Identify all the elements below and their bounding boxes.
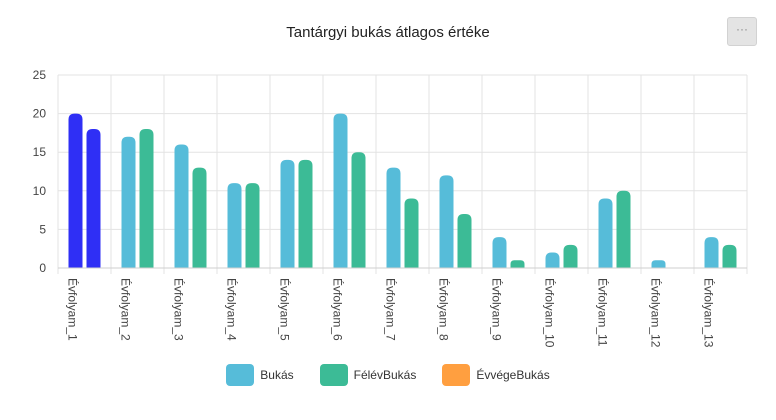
bar-FélévBukás-Évfolyam_7 — [404, 198, 419, 268]
bar-Bukás-Évfolyam_8 — [439, 175, 454, 268]
legend-swatch — [319, 364, 348, 386]
bar-Bukás-Évfolyam_11 — [598, 198, 613, 268]
bar-Bukás-Évfolyam_1 — [68, 113, 83, 268]
legend-item[interactable]: FélévBukás — [319, 364, 417, 386]
x-tick-label: Évfolyam_11 — [596, 278, 611, 347]
legend-label: FélévBukás — [353, 368, 417, 382]
chart-plot-area: 0 5 10 15 20 25 Évfolyam_1 Évfolyam_2 Évfolyam_3… — [33, 68, 748, 348]
legend-item[interactable]: Bukás — [226, 364, 294, 386]
bar-Bukás-Évfolyam_7 — [386, 167, 401, 268]
legend-swatch — [226, 364, 255, 386]
x-tick-label: Évfolyam_10 — [543, 278, 558, 348]
x-tick-label: Évfolyam_12 — [649, 278, 664, 348]
bar-Bukás-Évfolyam_2 — [121, 136, 136, 268]
legend-label: ÉvvégeBukás — [476, 368, 550, 382]
x-tick-label: Évfolyam_6 — [331, 278, 346, 341]
x-tick-label: Évfolyam_1 — [66, 278, 81, 341]
y-tick-label: 5 — [39, 222, 46, 236]
x-tick-label: Évfolyam_4 — [225, 278, 240, 341]
bar-Bukás-Évfolyam_4 — [227, 183, 242, 268]
y-tick-label: 0 — [39, 261, 46, 275]
x-tick-label: Évfolyam_13 — [702, 278, 717, 348]
bar-Bukás-Évfolyam_3 — [174, 144, 189, 268]
bar-FélévBukás-Évfolyam_9 — [510, 260, 525, 268]
bar-Bukás-Évfolyam_9 — [492, 237, 507, 268]
x-tick-label: Évfolyam_8 — [437, 278, 452, 341]
bar-Bukás-Évfolyam_5 — [280, 159, 295, 268]
x-tick-label: Évfolyam_3 — [172, 278, 187, 341]
bar-FélévBukás-Évfolyam_10 — [563, 244, 578, 268]
legend-item[interactable]: ÉvvégeBukás — [442, 364, 550, 386]
y-tick-label: 15 — [33, 145, 47, 159]
bar-FélévBukás-Évfolyam_8 — [457, 213, 472, 268]
y-tick-label: 20 — [33, 107, 47, 121]
bar-FélévBukás-Évfolyam_11 — [616, 190, 631, 268]
x-tick-label: Évfolyam_7 — [384, 278, 399, 341]
bar-Bukás-Évfolyam_12 — [651, 260, 666, 268]
x-tick-label: Évfolyam_9 — [490, 278, 505, 341]
bar-FélévBukás-Évfolyam_13 — [722, 244, 737, 268]
chart-menu-button[interactable]: ··· — [727, 17, 757, 46]
bar-FélévBukás-Évfolyam_1 — [86, 129, 101, 268]
chart-title: Tantárgyi bukás átlagos értéke — [286, 24, 490, 41]
bar-Bukás-Évfolyam_10 — [545, 252, 560, 268]
y-tick-label: 10 — [33, 184, 47, 198]
bar-Bukás-Évfolyam_6 — [333, 113, 348, 268]
bar-FélévBukás-Évfolyam_2 — [139, 129, 154, 268]
y-tick-label: 25 — [33, 68, 47, 82]
bar-Bukás-Évfolyam_13 — [704, 237, 719, 268]
x-tick-label: Évfolyam_2 — [119, 278, 134, 341]
bar-FélévBukás-Évfolyam_4 — [245, 183, 260, 268]
legend-swatch — [442, 364, 471, 386]
bar-FélévBukás-Évfolyam_6 — [351, 152, 366, 268]
chart-legend: Bukás FélévBukás ÉvvégeBukás — [0, 364, 776, 386]
bar-FélévBukás-Évfolyam_5 — [298, 159, 313, 268]
legend-label: Bukás — [260, 368, 294, 382]
x-tick-label: Évfolyam_5 — [278, 278, 293, 341]
bar-FélévBukás-Évfolyam_3 — [192, 167, 207, 268]
